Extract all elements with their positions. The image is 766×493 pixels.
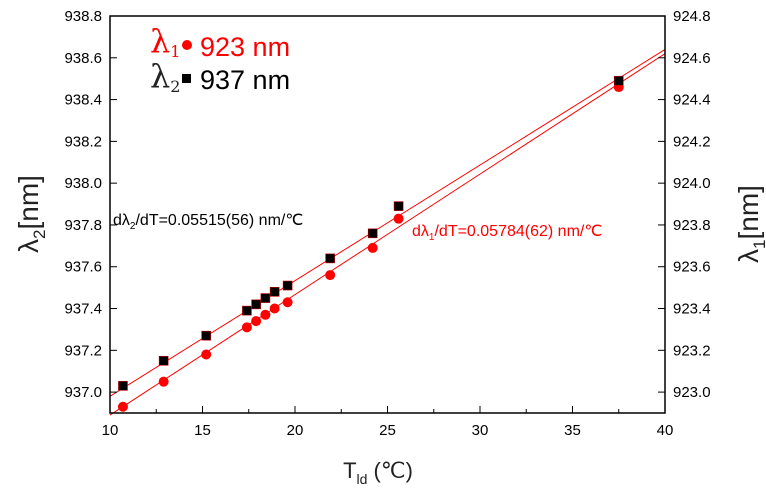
data-point-s0-6: [269, 303, 280, 314]
data-point-s1-11: [613, 75, 624, 86]
data-point-s0-10: [393, 213, 404, 224]
data-point-s1-0: [118, 381, 128, 391]
x-tick-label-1: 15: [194, 422, 211, 439]
x-tick-label-4: 30: [472, 422, 489, 439]
y-left-tick-label-1: 937.2: [64, 342, 102, 359]
data-point-s1-1: [158, 355, 169, 366]
y-left-axis-title: λ2[nm]: [13, 175, 49, 253]
x-tick-label-2: 20: [287, 422, 304, 439]
x-tick-label-5: 35: [564, 422, 581, 439]
y-left-tick-label-5: 938.0: [64, 175, 102, 192]
data-point-s0-7: [282, 297, 293, 308]
y-right-tick-label-5: 924.0: [673, 175, 711, 192]
y-right-tick-label-1: 923.2: [673, 342, 711, 359]
y-left-tick-label-3: 937.6: [64, 259, 102, 276]
y-left-tick-label-6: 938.2: [64, 133, 102, 150]
data-point-s0-2: [201, 349, 212, 360]
y-right-tick-label-9: 924.8: [673, 8, 711, 25]
data-point-s1-8: [325, 253, 335, 264]
legend-marker-square: [182, 74, 191, 83]
data-point-s0-8: [325, 270, 336, 281]
data-point-s1-6: [269, 287, 280, 297]
y-left-tick-label-4: 937.8: [64, 217, 102, 234]
data-points: [117, 75, 624, 412]
x-tick-label-3: 25: [379, 422, 396, 439]
data-point-s1-5: [260, 293, 271, 303]
y-left-tick-label-0: 937.0: [64, 384, 102, 401]
data-point-s0-4: [251, 316, 262, 327]
data-point-s1-9: [367, 228, 378, 239]
data-point-s1-7: [282, 280, 293, 291]
x-axis-title: Tld (℃): [343, 458, 413, 487]
y-right-tick-label-3: 923.6: [673, 259, 711, 276]
y-right-tick-label-7: 924.4: [673, 92, 711, 109]
legend-symbol-lambda1: λ1: [150, 22, 180, 61]
y-right-tick-label-8: 924.6: [673, 50, 711, 67]
x-tick-label-0: 10: [102, 422, 119, 439]
data-point-s0-5: [260, 309, 271, 320]
data-point-s1-2: [201, 330, 211, 341]
y-right-tick-label-0: 923.0: [673, 384, 711, 401]
y-left-tick-label-9: 938.8: [64, 8, 102, 25]
data-point-s0-9: [367, 242, 378, 253]
y-left-tick-label-2: 937.4: [64, 301, 102, 318]
legend-label-lambda1: 923 nm: [200, 32, 290, 62]
y-right-axis-title: λ1[nm]: [733, 185, 766, 263]
data-point-s1-3: [242, 305, 252, 316]
data-point-s0-3: [241, 322, 252, 333]
y-left-tick-label-7: 938.4: [64, 92, 102, 109]
data-point-s0-1: [158, 376, 169, 387]
legend: λ1 923 nm λ2 937 nm: [150, 22, 290, 96]
y-right-tick-label-6: 924.2: [673, 133, 711, 150]
slope-annotation-lambda1: dλ1/dT=0.05784(62) nm/℃: [412, 223, 602, 243]
data-point-s1-4: [251, 299, 261, 310]
legend-marker-circle: [182, 40, 192, 50]
data-point-s1-10: [393, 201, 404, 211]
legend-symbol-lambda2: λ2: [150, 57, 180, 96]
axis-ticks: 10 15 20 25 30 35 40 937.0 937.2 937.4 937.6 937.8 9…: [64, 8, 710, 439]
slope-annotation-lambda2: dλ2/dT=0.05515(56) nm/℃: [113, 212, 303, 232]
y-right-tick-label-2: 923.4: [673, 301, 711, 318]
legend-label-lambda2: 937 nm: [200, 65, 290, 95]
y-right-tick-label-4: 923.8: [673, 217, 711, 234]
x-tick-label-6: 40: [657, 422, 674, 439]
y-left-tick-label-8: 938.6: [64, 50, 102, 67]
data-point-s0-0: [117, 401, 128, 412]
